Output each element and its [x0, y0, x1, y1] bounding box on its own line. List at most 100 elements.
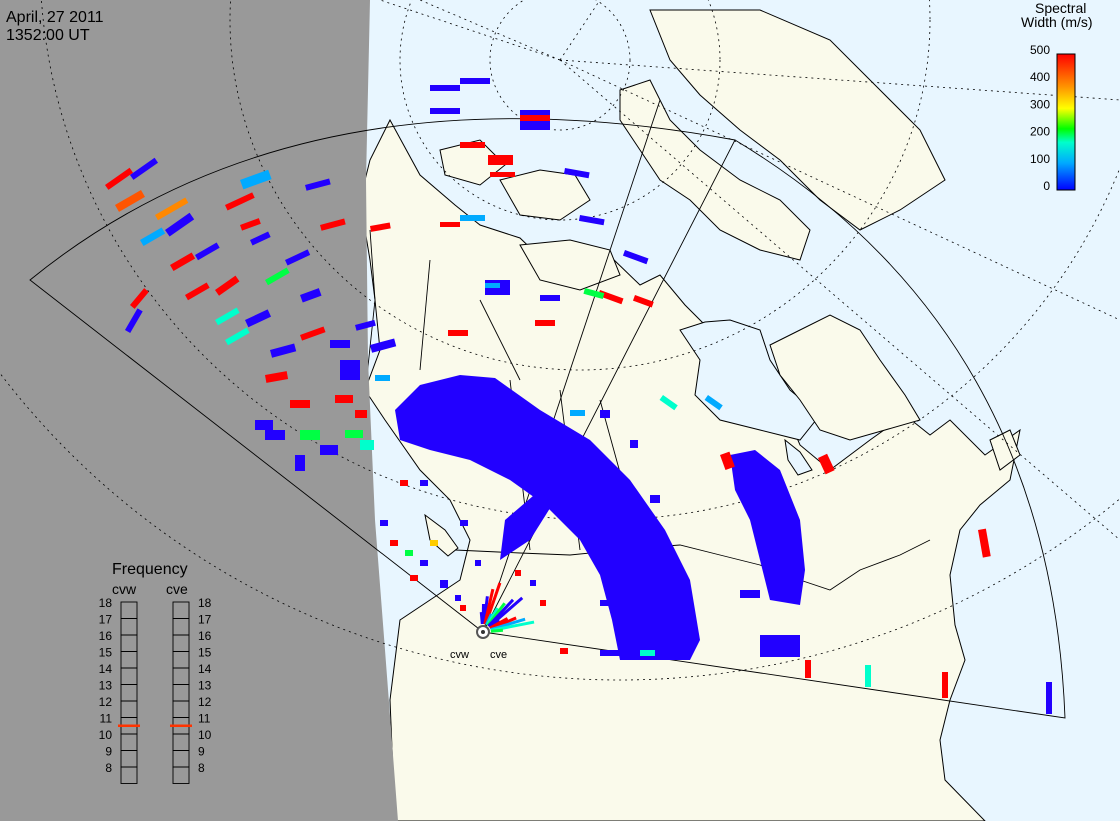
radar-site: cvw cve — [450, 625, 507, 661]
echo-cell — [1046, 682, 1052, 714]
echo-cell — [805, 660, 811, 678]
echo-cell — [129, 157, 159, 180]
frequency-panel: Frequency cvw cve 1817161514131211109818… — [99, 561, 212, 784]
frequency-scale-label: 15 — [198, 646, 212, 660]
scatter-band — [395, 375, 805, 660]
frequency-scale-label: 14 — [198, 662, 212, 676]
frequency-scale: 18 17 16 15 14 13 12 11 10 9 8 18 17 16 15 14 13 12 11 10 9 8 — [99, 596, 212, 784]
lat-circle-70 — [399, 0, 721, 221]
echo-cell — [239, 218, 261, 231]
echo-cell — [583, 287, 605, 299]
frequency-scale-label: 11 — [100, 712, 113, 726]
echo-cell — [215, 275, 240, 296]
echo-cell — [335, 395, 353, 403]
echo-cell — [704, 395, 723, 411]
echo-cell — [105, 167, 134, 190]
echo-cell — [490, 172, 515, 177]
echo-cell — [430, 540, 438, 546]
echo-cell — [455, 595, 461, 601]
colorbar-tick-label: 400 — [1030, 70, 1050, 84]
echo-cell — [245, 309, 272, 328]
echo-cell — [195, 242, 220, 261]
frequency-scale-label: 8 — [105, 761, 112, 775]
arctic-island-1 — [499, 169, 591, 221]
echo-cell — [355, 319, 376, 331]
echo-cell — [485, 283, 500, 288]
frequency-scale-label: 17 — [198, 613, 212, 627]
echo-cell — [410, 575, 418, 581]
echo-cell — [240, 169, 272, 190]
night-shading — [0, 0, 398, 821]
frequency-scale-label: 16 — [99, 629, 113, 643]
echo-cell — [540, 295, 560, 301]
frequency-cell — [120, 766, 138, 784]
echo-cell — [115, 190, 145, 212]
colorbar-gradient — [1056, 53, 1076, 191]
frequency-scale-label: 9 — [105, 745, 112, 759]
frequency-scale-label: 10 — [198, 728, 212, 742]
frequency-scale-label: 10 — [99, 728, 113, 742]
near-range-echo — [484, 582, 502, 625]
frequency-scale-label: 14 — [99, 662, 113, 676]
echo-cell — [818, 453, 835, 475]
echo-cell — [390, 540, 398, 546]
echo-cell — [760, 635, 800, 657]
radar-label-cvw: cvw — [450, 649, 469, 661]
beam-scatter — [500, 490, 552, 560]
arctic-island-2 — [519, 239, 621, 291]
echo-cell — [440, 580, 448, 588]
colorbar-ticks: 500 400 300 200 100 0 — [1030, 43, 1050, 193]
echo-cell — [460, 605, 466, 611]
colorbar-tick-label: 0 — [1043, 179, 1050, 193]
radar-label-cve: cve — [490, 649, 507, 661]
echo-cell — [530, 580, 536, 586]
echo-cell — [535, 320, 555, 326]
greenland — [649, 9, 946, 231]
colorbar-tick-label: 500 — [1030, 43, 1050, 57]
frequency-scale-label: 16 — [198, 629, 212, 643]
echo-cell — [600, 650, 620, 656]
echo-cell — [740, 590, 760, 598]
frequency-scale-label: 18 — [198, 596, 212, 610]
echo-cell — [640, 650, 655, 656]
colorbar-tick-label: 200 — [1030, 125, 1050, 139]
frequency-scale-label: 15 — [99, 646, 113, 660]
echo-cell — [345, 430, 363, 438]
echo-cell — [420, 560, 428, 566]
baffin-island — [619, 79, 811, 261]
echo-cell — [225, 327, 250, 346]
echo-cell — [578, 215, 605, 226]
lat-circle-80 — [489, 0, 631, 131]
echo-cell — [285, 249, 311, 266]
lat-circle-40 — [0, 372, 1120, 681]
echo-cell — [140, 227, 166, 247]
echo-cell — [600, 410, 610, 418]
echo-cell — [632, 294, 654, 308]
frequency-scale-label: 13 — [198, 679, 212, 693]
echo-cell — [265, 371, 289, 383]
labrador-peninsula — [769, 314, 921, 441]
echo-cell — [630, 440, 638, 448]
echo-cell — [597, 290, 624, 305]
echo-cell — [265, 430, 285, 440]
echo-cell — [270, 343, 297, 358]
echo-cell — [295, 455, 305, 471]
echo-cell — [214, 307, 240, 326]
echo-cell — [130, 288, 149, 309]
echo-cell — [255, 420, 273, 430]
echo-cell — [304, 178, 331, 191]
meridian-1 — [379, 0, 561, 61]
echo-cell — [622, 250, 649, 265]
freq-radar-cve: cve — [166, 581, 188, 597]
echo-cell — [460, 520, 468, 526]
echo-cell — [164, 212, 195, 237]
frequency-scale-label: 12 — [198, 695, 212, 709]
echo-cell — [300, 288, 322, 303]
echo-cell — [320, 445, 338, 455]
echo-cell — [224, 192, 255, 211]
echo-cell — [125, 308, 143, 333]
echo-cell — [340, 360, 360, 380]
colorbar-title-1: Spectral — [1035, 0, 1086, 16]
frequency-title: Frequency — [112, 561, 188, 578]
